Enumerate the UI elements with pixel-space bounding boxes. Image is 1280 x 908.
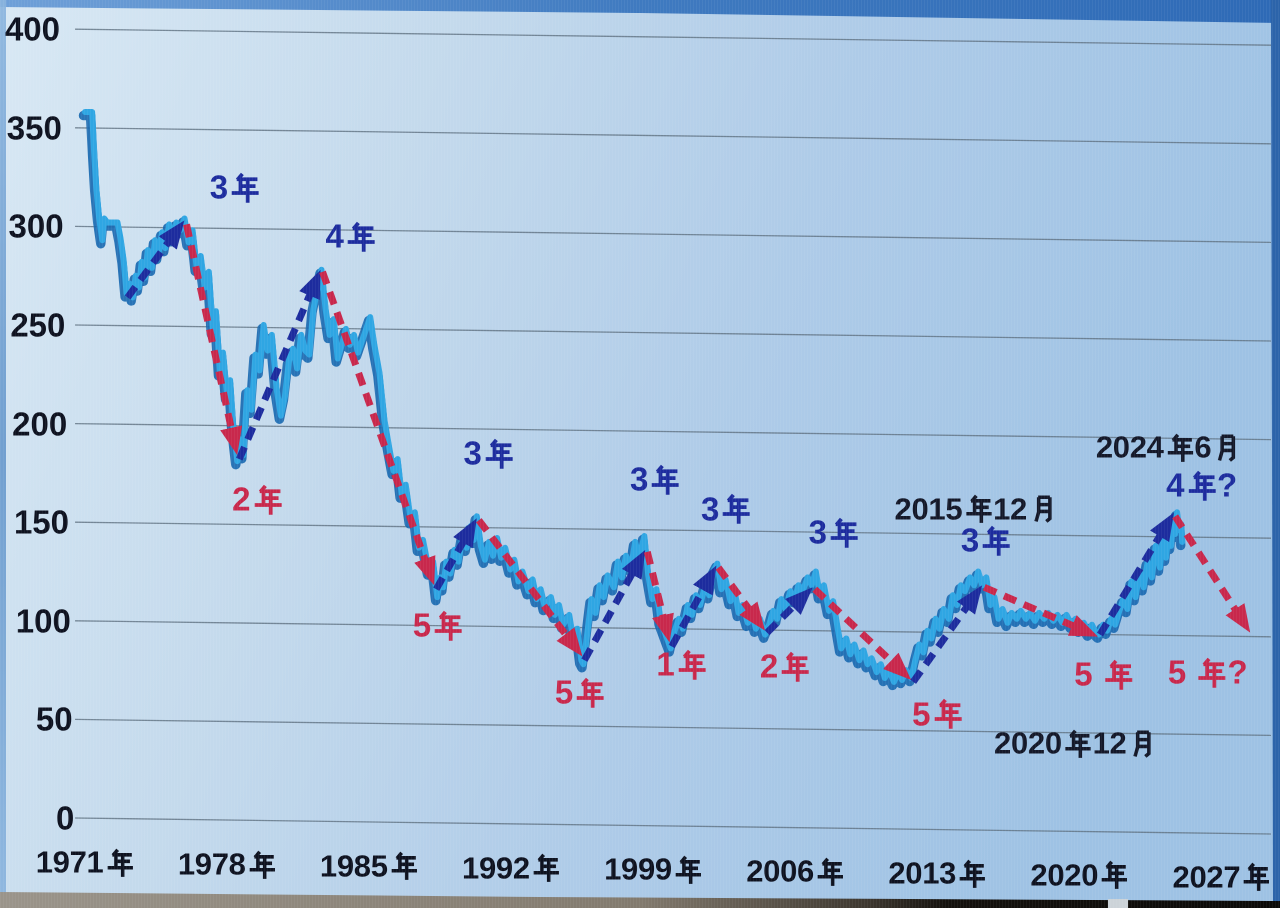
screen-left-edge <box>0 0 6 908</box>
kanji-nen-icon <box>1188 470 1216 501</box>
screen-bottom-bezel <box>0 892 1280 908</box>
kanji-nen-icon <box>1102 861 1128 890</box>
cycle-label-down-13: 5 <box>1074 657 1134 691</box>
gridline-150 <box>74 521 1272 539</box>
kanji-nen-icon <box>934 699 962 730</box>
gridline-200 <box>74 422 1272 441</box>
kanji-nen-icon <box>485 438 513 469</box>
kanji-nen-icon <box>577 677 604 708</box>
kanji-nen-icon <box>231 172 259 203</box>
gridline-350 <box>74 127 1272 145</box>
cycle-arrow-up-12 <box>910 585 983 684</box>
cycle-arrow-up-8 <box>668 565 717 649</box>
y-tick-400: 400 <box>4 10 60 48</box>
cycle-arrow-up-4 <box>433 518 477 591</box>
cycle-label-up-12: 3 <box>961 523 1012 556</box>
kanji-nen-icon <box>1065 729 1091 758</box>
cycle-label-down-9: 2 <box>760 649 811 683</box>
kanji-gatsu-icon <box>1033 495 1052 524</box>
y-tick-200: 200 <box>12 405 68 443</box>
cycle-label-down-15: 5 ? <box>1167 653 1248 691</box>
kanji-nen-icon <box>254 484 282 515</box>
kanji-nen-icon <box>391 852 417 881</box>
kanji-nen-icon <box>347 221 375 252</box>
kanji-nen-icon <box>249 850 275 879</box>
gridline-300 <box>74 225 1272 244</box>
gridline-400 <box>74 28 1272 46</box>
kanji-nen-icon <box>675 855 702 884</box>
cycle-label-up-8: 3 <box>701 492 752 525</box>
kanji-nen-icon <box>782 651 810 682</box>
cycle-label-up-0: 3 <box>210 170 261 203</box>
cycle-label-down-5: 5 <box>555 675 606 708</box>
chart-plot-layer <box>74 28 1272 835</box>
cycle-label-up-4: 3 <box>464 437 515 470</box>
kanji-gatsu-icon <box>1133 730 1151 758</box>
y-tick-300: 300 <box>8 207 64 245</box>
kanji-nen-icon <box>107 848 133 877</box>
y-tick-100: 100 <box>15 602 71 640</box>
kanji-nen-icon <box>817 857 844 886</box>
y-tick-150: 150 <box>13 503 69 541</box>
cycle-label-down-3: 5 <box>413 608 464 641</box>
kanji-nen-icon <box>1105 659 1133 690</box>
cycle-label-down-7: 1 <box>656 648 707 681</box>
cycle-arrow-down-11 <box>812 586 912 680</box>
screen-right-edge <box>1271 0 1280 908</box>
kanji-nen-icon <box>434 610 462 641</box>
gridline-250 <box>74 324 1272 342</box>
y-tick-50: 50 <box>35 700 73 738</box>
cycle-arrow-down-13 <box>982 584 1098 637</box>
kanji-nen-icon <box>1167 433 1193 463</box>
kanji-nen-icon <box>959 859 986 888</box>
kanji-nen-icon <box>1198 657 1226 688</box>
cycle-arrow-up-6 <box>581 549 646 662</box>
kanji-nen-icon <box>983 525 1010 556</box>
kanji-nen-icon <box>652 464 680 495</box>
kanji-nen-icon <box>1244 862 1270 892</box>
kanji-nen-icon <box>830 517 858 548</box>
kanji-gatsu-icon <box>1218 434 1236 462</box>
kanji-nen-icon <box>723 494 751 525</box>
y-tick-350: 350 <box>6 109 62 147</box>
cycle-label-up-10: 3 <box>809 515 860 549</box>
cycle-label-down-1: 2 <box>232 482 283 515</box>
screen-top-edge <box>0 0 1280 23</box>
cycle-arrow-down-9 <box>715 565 766 631</box>
cycle-label-down-11: 5 <box>912 697 963 730</box>
y-tick-250: 250 <box>10 306 66 344</box>
kanji-nen-icon <box>678 649 706 680</box>
cycle-arrow-down-7 <box>643 550 674 643</box>
bezel-highlight <box>1108 899 1128 908</box>
cycle-arrow-up-10 <box>764 587 813 636</box>
cycle-arrow-down-1 <box>183 223 243 456</box>
cycle-label-up-6: 3 <box>630 462 681 495</box>
cycle-label-up-2: 4 <box>326 220 377 253</box>
gridline-0 <box>74 817 1272 835</box>
kanji-nen-icon <box>533 853 559 883</box>
cycle-arrow-down-3 <box>319 270 436 586</box>
cycle-arrow-up-2 <box>236 269 321 461</box>
kanji-nen-icon <box>966 494 992 524</box>
cycle-label-up-14: 4? <box>1166 466 1237 504</box>
y-tick-0: 0 <box>56 799 75 837</box>
cycle-arrow-down-5 <box>476 518 583 657</box>
cycle-arrow-up-0 <box>124 220 185 300</box>
